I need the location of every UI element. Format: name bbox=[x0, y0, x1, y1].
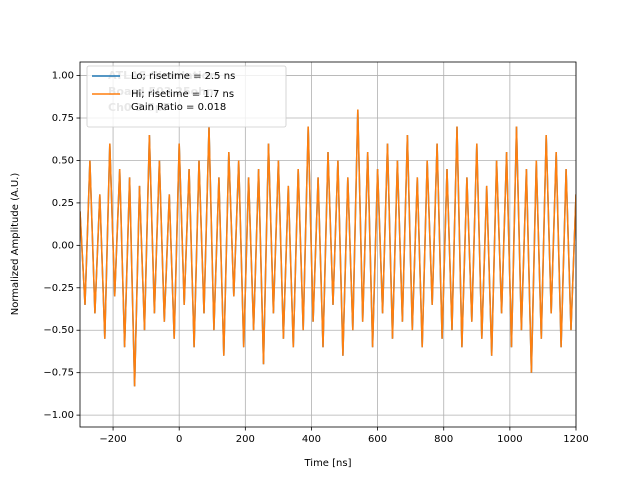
y-tick-label: 0.00 bbox=[52, 240, 74, 251]
x-tick-label: 0 bbox=[176, 434, 182, 445]
x-tick-label: −200 bbox=[99, 434, 126, 445]
x-tick-label: 600 bbox=[368, 434, 387, 445]
y-tick-label: 0.75 bbox=[52, 113, 74, 124]
y-tick-label: −1.00 bbox=[43, 410, 74, 421]
x-tick-label: 400 bbox=[302, 434, 321, 445]
legend-label: Lo; risetime = 2.5 ns bbox=[131, 71, 235, 82]
x-tick-label: 1000 bbox=[497, 434, 522, 445]
x-axis-label: Time [ns] bbox=[303, 458, 351, 469]
y-tick-label: 0.25 bbox=[52, 198, 74, 209]
y-tick-label: −0.75 bbox=[43, 368, 74, 379]
y-tick-label: −0.50 bbox=[43, 325, 74, 336]
y-tick-label: −0.25 bbox=[43, 283, 74, 294]
x-tick-label: 800 bbox=[434, 434, 453, 445]
legend-label: Hi; risetime = 1.7 ns Gain Ratio = 0.018 bbox=[131, 89, 234, 113]
x-tick-label: 1200 bbox=[563, 434, 588, 445]
x-tick-label: 200 bbox=[236, 434, 255, 445]
legend-box bbox=[86, 65, 287, 128]
y-axis-label: Normalized Amplitude (A.U.) bbox=[10, 173, 21, 316]
y-tick-label: 1.00 bbox=[52, 71, 74, 82]
axes-frame bbox=[79, 61, 577, 428]
y-tick-label: 0.50 bbox=[52, 155, 74, 166]
data-line bbox=[80, 109, 576, 387]
